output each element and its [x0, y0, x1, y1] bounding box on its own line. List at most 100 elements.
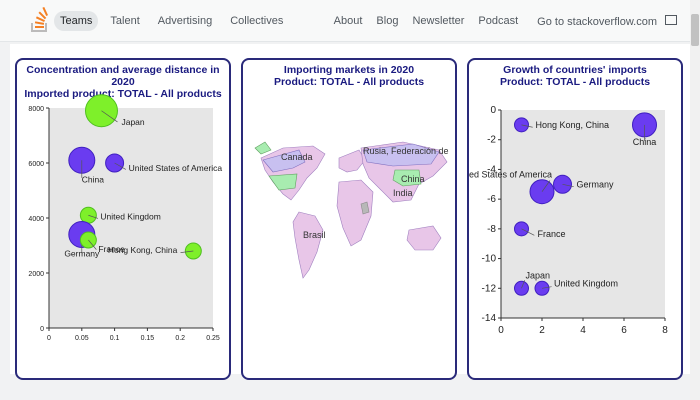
nav-collectives-link[interactable]: Collectives	[230, 15, 284, 27]
nav-stackoverflow-label: Go to stackoverflow.com	[537, 16, 657, 28]
south-america-region[interactable]	[292, 211, 324, 279]
label-leader-line	[180, 250, 194, 253]
point-label: China	[633, 137, 657, 147]
nav-about-link[interactable]: About	[333, 15, 363, 27]
russia-shape[interactable]	[362, 143, 440, 167]
label-leader-line	[521, 228, 535, 236]
y-tick-label: -4	[487, 164, 496, 175]
primary-nav: Teams Talent Advertising Collectives	[54, 11, 289, 31]
imports-growth-panel: Growth of countries' imports Product: TO…	[467, 58, 683, 380]
scrollbar-thumb[interactable]	[691, 14, 699, 46]
chart3-title-line2: Product: TOTAL - All products	[499, 76, 651, 88]
x-tick-label: 0.2	[175, 335, 185, 342]
china-shape[interactable]	[392, 169, 422, 187]
label-leader-line	[88, 214, 99, 219]
label-leader-line	[88, 239, 97, 250]
x-tick-label: 0.05	[75, 335, 89, 342]
map-label-india: India	[393, 188, 413, 198]
point-label: Japan	[526, 270, 551, 280]
nav-blog-link[interactable]: Blog	[376, 15, 399, 27]
label-leader-line	[521, 124, 533, 128]
label-leader-line	[101, 110, 118, 123]
label-leader-line	[562, 183, 574, 188]
secondary-nav: About Blog Newsletter Podcast Go to stac…	[329, 11, 682, 32]
nav-teams-link[interactable]: Teams	[54, 11, 99, 31]
stack-overflow-logo-icon[interactable]	[30, 7, 50, 33]
x-tick-label: 0	[47, 335, 51, 342]
y-tick-label: -6	[487, 194, 496, 205]
plot-area	[501, 110, 665, 318]
y-tick-label: 2000	[28, 271, 44, 278]
map-title: Importing markets in 2020 Product: TOTAL…	[243, 64, 455, 88]
x-tick-label: 0.25	[206, 335, 220, 342]
map-label-china: China	[401, 174, 425, 184]
map-label-canada: Canada	[281, 152, 313, 162]
greenland-shape[interactable]	[254, 141, 272, 155]
nav-talent-link[interactable]: Talent	[110, 15, 140, 27]
y-tick-label: 6000	[28, 161, 44, 168]
point-label: United Kingdom	[100, 211, 160, 221]
x-tick-label: 2	[539, 325, 545, 336]
chart3-title: Growth of countries' imports Product: TO…	[469, 64, 681, 88]
nav-podcast-link[interactable]: Podcast	[478, 15, 519, 27]
point-label: Hong Kong, China	[536, 120, 610, 130]
y-tick-label: 4000	[28, 216, 44, 223]
label-leader-line	[541, 286, 552, 289]
world-map[interactable]: Canada Rusia, Federación de China India …	[243, 120, 455, 320]
europe-region[interactable]	[338, 149, 366, 173]
y-tick-label: -8	[487, 224, 496, 235]
map-title-line2: Product: TOTAL - All products	[273, 76, 425, 88]
point-label: United Kingdom	[554, 278, 618, 288]
x-tick-label: 0.1	[110, 335, 120, 342]
canada-shape[interactable]	[262, 149, 306, 173]
map-label-russia: Rusia, Federación de	[363, 146, 449, 156]
bubble-united-states-of-america	[529, 179, 555, 205]
map-title-line1: Importing markets in 2020	[283, 64, 415, 76]
y-tick-label: 8000	[28, 106, 44, 113]
label-leader-line	[541, 180, 551, 192]
x-tick-label: 4	[580, 325, 586, 336]
grey-country-shape[interactable]	[360, 201, 370, 215]
chart1-title: Concentration and average distance in 20…	[17, 64, 229, 100]
concentration-scatter-chart: 0 2000 4000 6000 8000 0 0.05 0.1 0.15 0.2 0.25 Japa…	[28, 94, 223, 342]
label-leader-line	[521, 280, 526, 289]
map-label-brasil: Brasil	[303, 230, 326, 240]
concentration-chart-panel: Concentration and average distance in 20…	[15, 58, 231, 380]
point-label: United States of America	[129, 163, 223, 173]
nav-advertising-link[interactable]: Advertising	[157, 15, 213, 27]
importing-markets-panel: Importing markets in 2020 Product: TOTAL…	[241, 58, 457, 380]
page-footer-gap	[10, 383, 690, 400]
y-tick-label: -14	[482, 313, 497, 324]
chart3-title-line1: Growth of countries' imports	[503, 64, 647, 76]
page-scrollbar[interactable]	[690, 0, 700, 400]
y-tick-label: -10	[482, 254, 497, 265]
point-label: France	[538, 229, 566, 239]
point-label: Japan	[121, 117, 144, 127]
africa-region[interactable]	[336, 179, 374, 247]
nav-newsletter-link[interactable]: Newsletter	[412, 15, 465, 27]
plot-area	[49, 108, 213, 328]
y-tick-label: -12	[482, 283, 497, 294]
top-navigation-bar: Teams Talent Advertising Collectives Abo…	[0, 0, 700, 42]
y-tick-label: -2	[487, 135, 496, 146]
australia-region[interactable]	[406, 225, 442, 251]
x-tick-label: 8	[662, 325, 668, 336]
label-leader-line	[114, 162, 126, 170]
bubble-germany	[553, 174, 572, 194]
point-label: France	[98, 244, 125, 254]
x-tick-label: 0	[498, 325, 504, 336]
nav-stackoverflow-link[interactable]: Go to stackoverflow.com	[527, 11, 682, 32]
point-label: Germany	[577, 179, 615, 189]
external-link-icon	[665, 15, 677, 25]
y-tick-label: 0	[490, 105, 496, 116]
chart1-title-line1: Concentration and average distance in 20…	[26, 64, 220, 88]
x-tick-label: 0.15	[141, 335, 155, 342]
x-tick-label: 6	[621, 325, 627, 336]
point-label: Germany	[64, 249, 100, 259]
point-label: China	[82, 174, 104, 184]
usa-shape[interactable]	[268, 173, 298, 191]
point-label: Hong Kong, China	[108, 245, 178, 255]
chart1-title-line2: Imported product: TOTAL - All products	[24, 88, 222, 100]
point-label: United States of America	[469, 170, 552, 180]
